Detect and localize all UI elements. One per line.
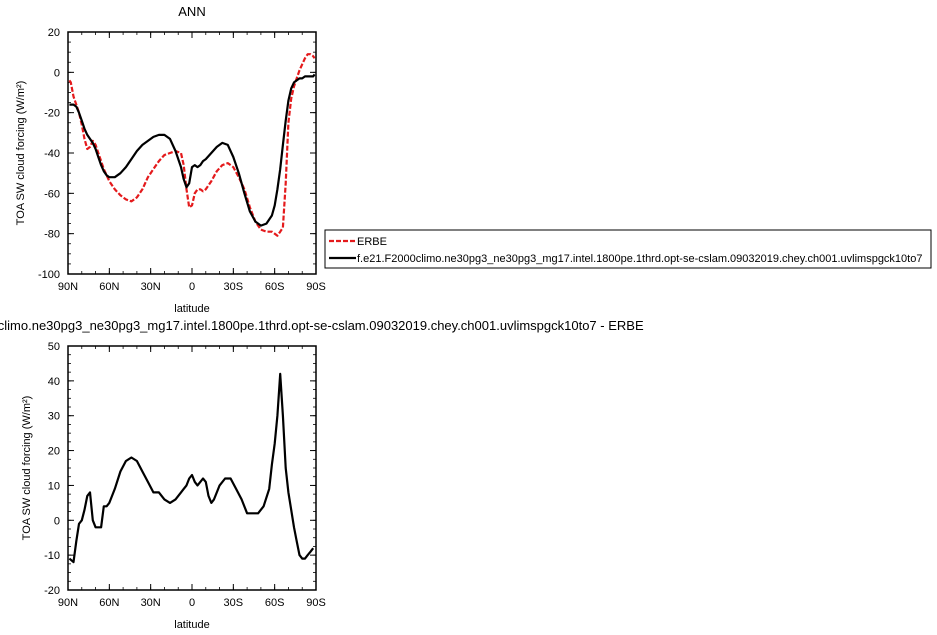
x-tick-label: 30S [224,597,244,609]
y-tick-label: 10 [48,480,60,492]
y-tick-label: -10 [44,550,60,562]
y-tick-label: 20 [48,27,60,39]
x-tick-label: 90N [58,597,78,609]
y-tick-label: 20 [48,446,60,458]
x-tick-label: 30N [141,597,161,609]
x-tick-label: 60S [265,597,285,609]
chart-title: f.e21.F2000climo.ne30pg3_ne30pg3_mg17.in… [0,318,644,333]
y-tick-label: 30 [48,411,60,423]
x-tick-label: 60N [99,281,119,293]
x-tick-label: 0 [189,281,195,293]
y-tick-label: -80 [44,229,60,241]
y-axis-label: TOA SW cloud forcing (W/m²) [15,81,27,226]
x-tick-label: 60S [265,281,285,293]
legend-box [324,229,932,269]
y-tick-label: 0 [54,67,60,79]
x-axis-label: latitude [174,303,209,315]
x-tick-label: 90N [58,281,78,293]
y-tick-label: -20 [44,585,60,597]
plot-frame [67,31,317,275]
x-tick-label: 30S [224,281,244,293]
series-line-erbe [68,53,316,237]
legend-entry: f.e21.F2000climo.ne30pg3_ne30pg3_mg17.in… [357,253,922,265]
y-axis-label: TOA SW cloud forcing (W/m²) [21,396,33,541]
x-tick-label: 60N [99,597,119,609]
x-tick-label: 0 [189,597,195,609]
y-tick-label: 40 [48,376,60,388]
y-tick-label: -100 [38,269,60,281]
y-tick-label: 0 [54,515,60,527]
y-tick-label: -40 [44,148,60,160]
series-line-model [68,372,315,564]
y-tick-label: -20 [44,108,60,120]
legend-entry: ERBE [357,236,387,248]
x-tick-label: 90S [306,597,326,609]
x-tick-label: 90S [306,281,326,293]
x-axis-label: latitude [174,619,209,631]
y-tick-label: 50 [48,341,60,353]
chart-title: ANN [178,4,205,19]
legend: ERBE f.e21.F2000climo.ne30pg3_ne30pg3_mg1… [324,229,932,269]
series-line-model [69,73,316,227]
x-tick-label: 30N [141,281,161,293]
y-tick-label: -60 [44,188,60,200]
